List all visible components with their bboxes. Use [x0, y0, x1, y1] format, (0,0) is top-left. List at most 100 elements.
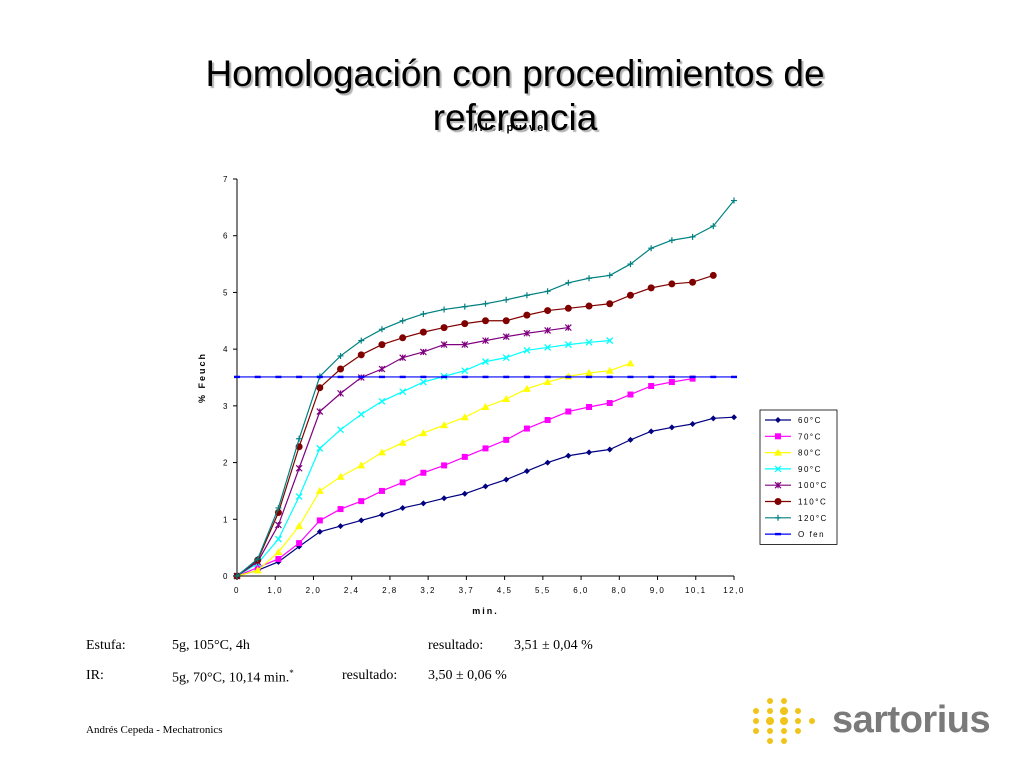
data-point — [274, 521, 282, 529]
data-point — [731, 197, 737, 204]
data-point — [689, 278, 697, 286]
data-point — [316, 375, 323, 379]
data-point — [461, 303, 468, 310]
x-tick-label: 0 — [234, 586, 240, 595]
x-tick-label: 3,7 — [459, 586, 475, 595]
data-point — [275, 555, 282, 562]
footer-author: Andrés Cepeda - Mechatronics — [86, 724, 223, 736]
data-point — [565, 375, 572, 379]
x-tick-label: 2,4 — [344, 586, 360, 595]
series-7 — [234, 375, 737, 379]
x-tick-label: 5,5 — [535, 586, 551, 595]
legend-label: 90°C — [798, 465, 822, 474]
y-tick-label: 7 — [223, 175, 229, 184]
data-point — [627, 375, 634, 379]
data-point — [502, 317, 510, 325]
legend-item: 70°C — [765, 432, 820, 441]
legend-label: O fen — [798, 530, 825, 539]
x-tick-label: 8,0 — [611, 586, 627, 595]
ir-result-label: resultado: — [342, 668, 398, 683]
x-tick-label: 2,8 — [382, 586, 398, 595]
estufa-label: Estufa: — [86, 638, 126, 653]
data-point — [420, 375, 427, 379]
data-point — [544, 307, 552, 315]
data-point — [648, 375, 655, 379]
data-point — [606, 300, 614, 308]
data-point — [585, 368, 594, 376]
data-point — [710, 375, 717, 379]
series-3 — [233, 337, 614, 580]
data-point — [316, 517, 323, 524]
data-point — [420, 500, 427, 507]
data-point — [316, 444, 324, 452]
logo-dot — [753, 718, 759, 724]
data-point — [503, 476, 510, 483]
data-point — [253, 566, 262, 574]
data-point — [586, 375, 593, 379]
logo-dot — [780, 717, 788, 725]
data-point — [482, 445, 489, 452]
data-point — [337, 389, 344, 397]
data-point — [606, 400, 613, 407]
data-point — [378, 487, 385, 494]
data-point — [316, 528, 323, 535]
data-point — [420, 310, 427, 317]
data-point — [523, 375, 530, 379]
data-point — [357, 351, 365, 359]
y-tick-label: 4 — [223, 345, 229, 354]
data-point — [647, 284, 655, 292]
data-point — [544, 375, 551, 379]
data-point — [586, 403, 593, 410]
data-point — [378, 365, 386, 373]
data-point — [441, 375, 448, 379]
data-point — [296, 435, 303, 442]
legend-marker — [775, 514, 781, 521]
data-point — [668, 237, 675, 244]
logo-dot — [767, 738, 773, 744]
logo-dot — [795, 728, 801, 734]
legend-box — [759, 409, 838, 545]
data-point — [605, 366, 614, 374]
data-point — [626, 359, 635, 367]
data-point — [441, 306, 448, 313]
data-point — [378, 397, 386, 405]
estufa-result-label: resultado: — [428, 638, 484, 653]
data-point — [544, 459, 551, 466]
data-point — [461, 367, 469, 375]
data-point — [419, 348, 427, 356]
logo-dot — [766, 717, 774, 725]
logo-dot — [753, 728, 759, 734]
x-tick-label: 4,5 — [497, 586, 513, 595]
data-point — [502, 354, 510, 362]
x-tick-label: 3,2 — [420, 586, 436, 595]
legend-marker — [775, 433, 781, 440]
data-point — [378, 326, 385, 333]
data-point — [399, 388, 407, 396]
data-point — [606, 272, 613, 279]
data-point — [296, 540, 303, 547]
data-point — [461, 375, 468, 379]
data-point — [668, 280, 676, 288]
data-point — [275, 375, 282, 379]
data-point — [358, 498, 365, 505]
data-point — [399, 375, 406, 379]
series-line — [236, 326, 569, 577]
y-axis-label: % Feuch — [197, 352, 207, 403]
data-point — [482, 483, 489, 490]
data-point — [627, 436, 634, 443]
data-point — [337, 426, 345, 434]
data-point — [460, 413, 469, 421]
data-point — [627, 391, 634, 398]
legend-marker — [775, 532, 781, 536]
data-point — [565, 279, 572, 286]
data-point — [399, 354, 407, 362]
logo-dot — [780, 707, 788, 715]
y-tick-label: 0 — [223, 572, 229, 581]
data-point — [315, 486, 324, 494]
data-point — [337, 375, 344, 379]
data-point — [565, 452, 572, 459]
data-point — [254, 555, 261, 562]
chart-series — [233, 197, 737, 580]
x-tick-label: 12,0 — [723, 586, 745, 595]
x-tick-label: 6,0 — [573, 586, 589, 595]
